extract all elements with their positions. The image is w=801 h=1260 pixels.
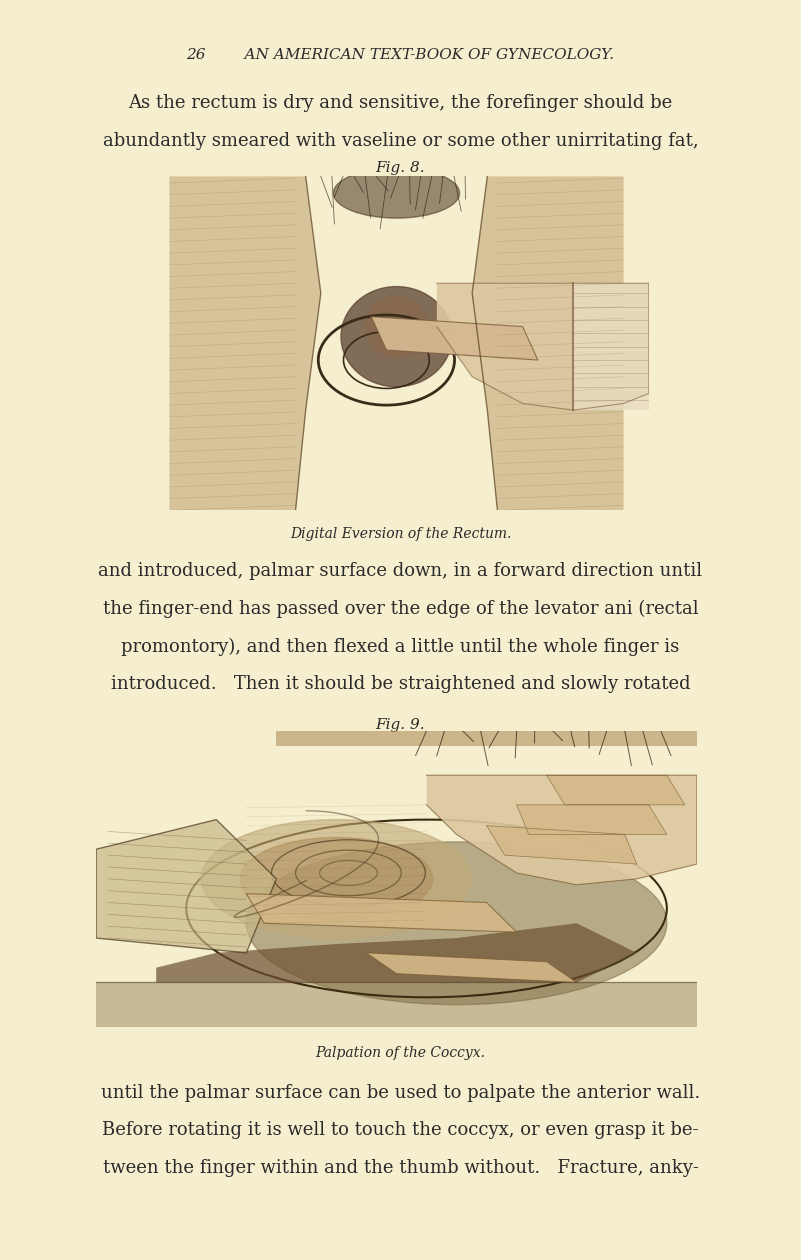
Text: the finger-end has passed over the edge of the levator ani (rectal: the finger-end has passed over the edge … [103,600,698,617]
Text: Fig. 8.: Fig. 8. [376,161,425,175]
Text: until the palmar surface can be used to palpate the anterior wall.: until the palmar surface can be used to … [101,1084,700,1101]
Text: and introduced, palmar surface down, in a forward direction until: and introduced, palmar surface down, in … [99,562,702,580]
Text: As the rectum is dry and sensitive, the forefinger should be: As the rectum is dry and sensitive, the … [128,94,673,112]
Text: Before rotating it is well to touch the coccyx, or even grasp it be-: Before rotating it is well to touch the … [103,1121,698,1139]
Text: promontory), and then flexed a little until the whole finger is: promontory), and then flexed a little un… [122,638,679,655]
Text: Digital Eversion of the Rectum.: Digital Eversion of the Rectum. [290,527,511,541]
Text: abundantly smeared with vaseline or some other unirritating fat,: abundantly smeared with vaseline or some… [103,132,698,150]
Text: tween the finger within and the thumb without.   Fracture, anky-: tween the finger within and the thumb wi… [103,1159,698,1177]
Text: introduced.   Then it should be straightened and slowly rotated: introduced. Then it should be straighten… [111,675,690,693]
Text: 26        AN AMERICAN TEXT-BOOK OF GYNECOLOGY.: 26 AN AMERICAN TEXT-BOOK OF GYNECOLOGY. [187,48,614,62]
Text: Palpation of the Coccyx.: Palpation of the Coccyx. [316,1046,485,1060]
Text: Fig. 9.: Fig. 9. [376,718,425,732]
